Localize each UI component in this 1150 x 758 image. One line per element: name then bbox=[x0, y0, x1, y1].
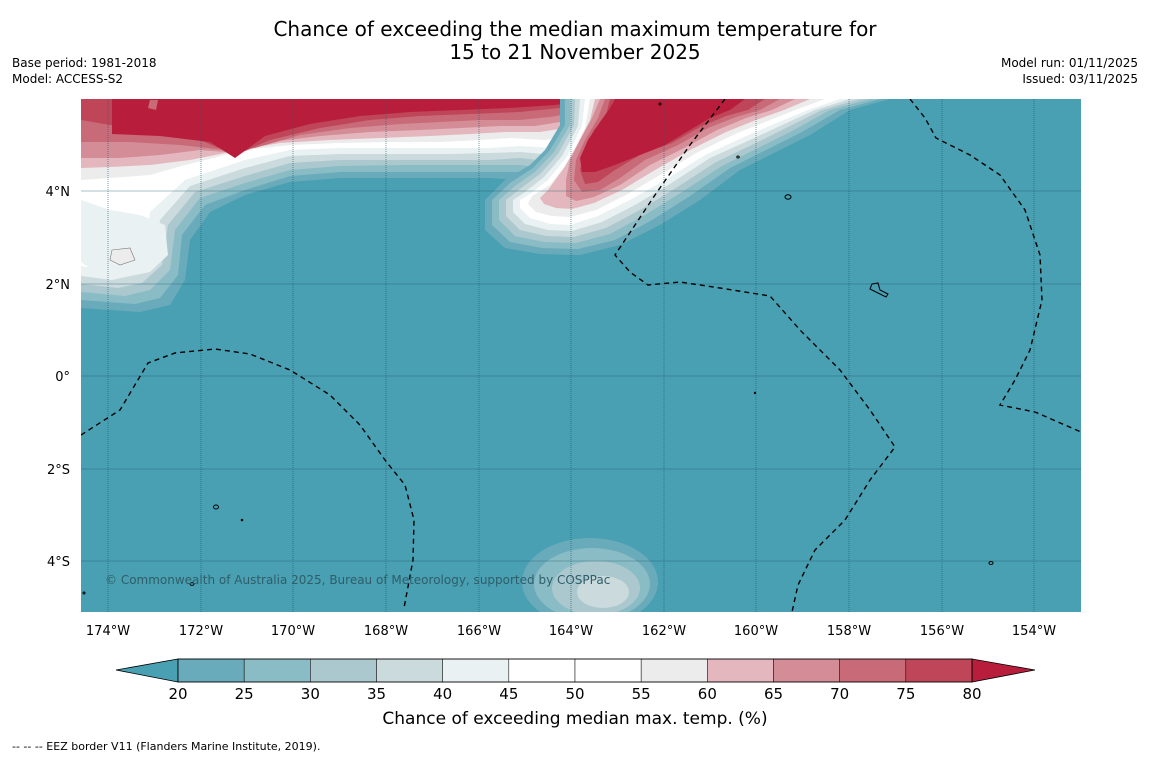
lon-label: 164°W bbox=[549, 624, 593, 639]
lon-label: 160°W bbox=[734, 624, 778, 639]
colorbar-tick-label: 20 bbox=[168, 685, 187, 703]
colorbar-tick-label: 30 bbox=[301, 685, 320, 703]
lat-label: 2°N bbox=[46, 278, 71, 293]
colorbar-segment bbox=[376, 658, 443, 683]
colorbar-tick-label: 25 bbox=[235, 685, 254, 703]
graticule bbox=[81, 99, 1081, 612]
issued-text: Issued: 03/11/2025 bbox=[1022, 72, 1138, 86]
lon-label: 158°W bbox=[827, 624, 871, 639]
colorbar-tick-label: 65 bbox=[764, 685, 783, 703]
lat-label: 0° bbox=[55, 370, 70, 385]
longitude-labels: 174°W 172°W 170°W 168°W 166°W 164°W 162°… bbox=[86, 624, 1056, 639]
colorbar-segment bbox=[442, 658, 510, 683]
colorbar-tick-label: 75 bbox=[896, 685, 915, 703]
model-name-text: Model: ACCESS-S2 bbox=[12, 72, 124, 86]
colorbar-low-arrow bbox=[115, 658, 179, 683]
colorbar-tick-label: 60 bbox=[698, 685, 717, 703]
lon-label: 170°W bbox=[271, 624, 315, 639]
colorbar-tick-label: 55 bbox=[632, 685, 651, 703]
colorbar-ticks: 20 25 30 35 40 45 50 55 60 65 70 75 80 bbox=[168, 685, 981, 703]
lat-label: 4°S bbox=[47, 555, 70, 570]
colorbar-tick-label: 80 bbox=[962, 685, 981, 703]
lat-label: 4°N bbox=[46, 185, 71, 200]
islands bbox=[82, 102, 994, 595]
colorbar-tick-label: 40 bbox=[433, 685, 452, 703]
lon-label: 174°W bbox=[86, 624, 130, 639]
colorbar-tick-label: 70 bbox=[830, 685, 849, 703]
lat-label: 2°S bbox=[47, 463, 70, 478]
central-north-anomaly bbox=[485, 99, 890, 255]
colorbar: 20 25 30 35 40 45 50 55 60 65 70 75 80 bbox=[115, 658, 1036, 703]
lon-label: 166°W bbox=[457, 624, 501, 639]
south-anomaly bbox=[522, 538, 658, 612]
colorbar-segment bbox=[177, 658, 245, 683]
lon-label: 168°W bbox=[364, 624, 408, 639]
colorbar-frame bbox=[177, 658, 973, 683]
model-run-text: Model run: 01/11/2025 bbox=[1000, 56, 1138, 70]
colorbar-tick-label: 50 bbox=[565, 685, 584, 703]
colorbar-segment bbox=[508, 658, 576, 683]
latitude-labels: 4°N 2°N 0° 2°S 4°S bbox=[46, 185, 71, 570]
colorbar-segment bbox=[905, 658, 973, 683]
colorbar-tick-label: 45 bbox=[499, 685, 518, 703]
colorbar-segment bbox=[773, 658, 840, 683]
colorbar-segment bbox=[574, 658, 642, 683]
run-info: Model run: 01/11/2025 Issued: 03/11/2025 bbox=[1001, 55, 1138, 87]
lon-label: 172°W bbox=[179, 624, 223, 639]
colorbar-high-arrow bbox=[971, 658, 1036, 683]
lon-label: 154°W bbox=[1012, 624, 1056, 639]
colorbar-segment bbox=[310, 658, 377, 683]
colorbar-tick-label: 35 bbox=[367, 685, 386, 703]
colorbar-label: Chance of exceeding median max. temp. (%… bbox=[382, 709, 768, 729]
eez-borders bbox=[81, 99, 1081, 612]
chart-title: Chance of exceeding the median maximum t… bbox=[0, 18, 1150, 64]
copyright-notice: © Commonwealth of Australia 2025, Bureau… bbox=[105, 573, 610, 587]
title-line-1: Chance of exceeding the median maximum t… bbox=[273, 17, 877, 41]
lon-label: 162°W bbox=[642, 624, 686, 639]
lon-label: 156°W bbox=[920, 624, 964, 639]
model-info: Base period: 1981-2018 Model: ACCESS-S2 bbox=[12, 55, 157, 87]
colorbar-segment bbox=[640, 658, 708, 683]
colorbar-segments bbox=[177, 658, 973, 683]
colorbar-segment bbox=[839, 658, 907, 683]
colorbar-segment bbox=[243, 658, 311, 683]
title-line-2: 15 to 21 November 2025 bbox=[449, 40, 701, 64]
base-period-text: Base period: 1981-2018 bbox=[12, 56, 157, 70]
colorbar-segment bbox=[707, 658, 774, 683]
map-field: © Commonwealth of Australia 2025, Bureau… bbox=[81, 99, 1081, 612]
eez-legend-note: -- -- -- EEZ border V11 (Flanders Marine… bbox=[12, 740, 321, 753]
